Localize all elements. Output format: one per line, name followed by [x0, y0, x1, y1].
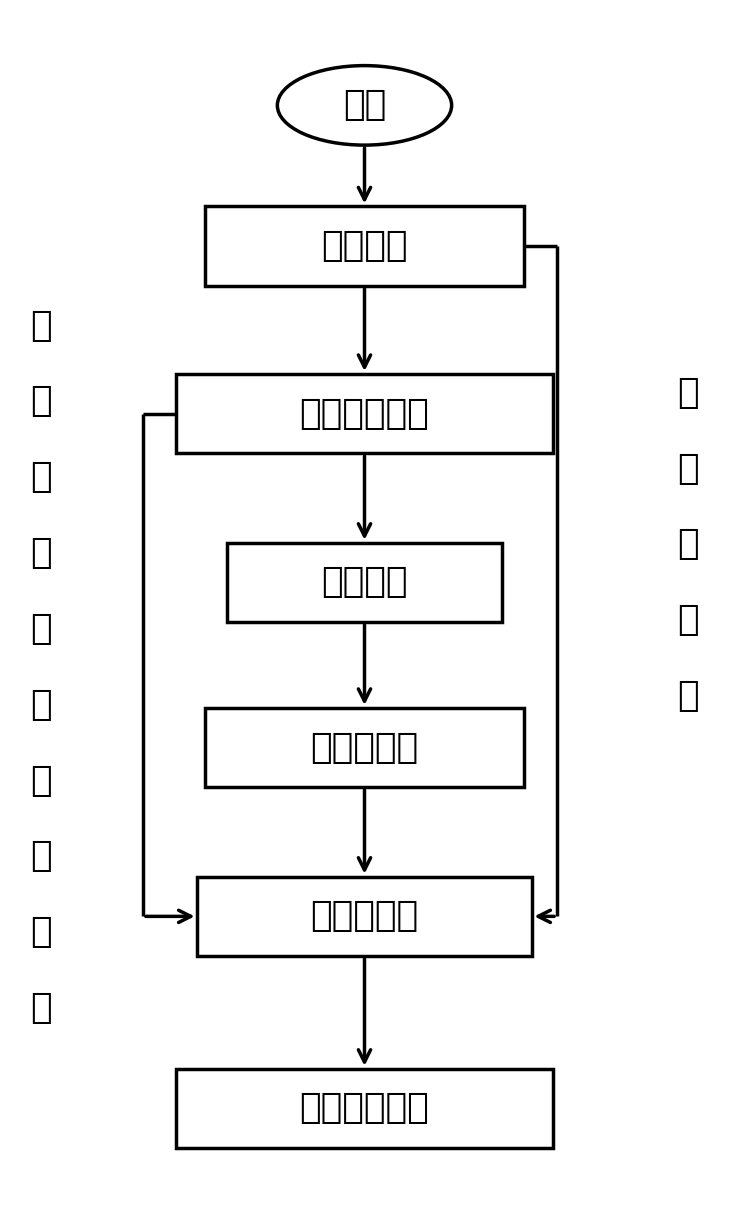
Text: 设: 设: [31, 764, 52, 798]
Text: 特征点匹配: 特征点匹配: [311, 900, 418, 933]
Text: 投: 投: [31, 612, 52, 646]
Text: 影: 影: [31, 688, 52, 722]
Text: 开始: 开始: [343, 88, 386, 123]
Text: 对: 对: [31, 536, 52, 570]
Text: 相机标定: 相机标定: [321, 229, 408, 264]
Text: 特征点检测: 特征点检测: [311, 731, 418, 765]
Text: 投影设备标定: 投影设备标定: [300, 397, 429, 430]
Text: 机: 机: [31, 385, 52, 418]
Text: 机: 机: [677, 451, 698, 485]
Text: 备: 备: [31, 840, 52, 873]
Text: 参: 参: [677, 679, 698, 714]
Bar: [176, 374, 553, 454]
Text: 相: 相: [31, 460, 52, 494]
Bar: [205, 707, 524, 787]
Text: 外: 外: [31, 916, 52, 949]
Bar: [176, 1069, 553, 1149]
Text: 内: 内: [677, 527, 698, 562]
Text: 三维形貌信息: 三维形貌信息: [300, 1091, 429, 1125]
Text: 相: 相: [677, 376, 698, 409]
Text: 参: 参: [31, 991, 52, 1025]
Bar: [198, 877, 531, 956]
Text: 相: 相: [31, 309, 52, 342]
Text: 图像采集: 图像采集: [321, 565, 408, 600]
Bar: [227, 543, 502, 622]
Bar: [205, 206, 524, 286]
Text: 外: 外: [677, 603, 698, 638]
